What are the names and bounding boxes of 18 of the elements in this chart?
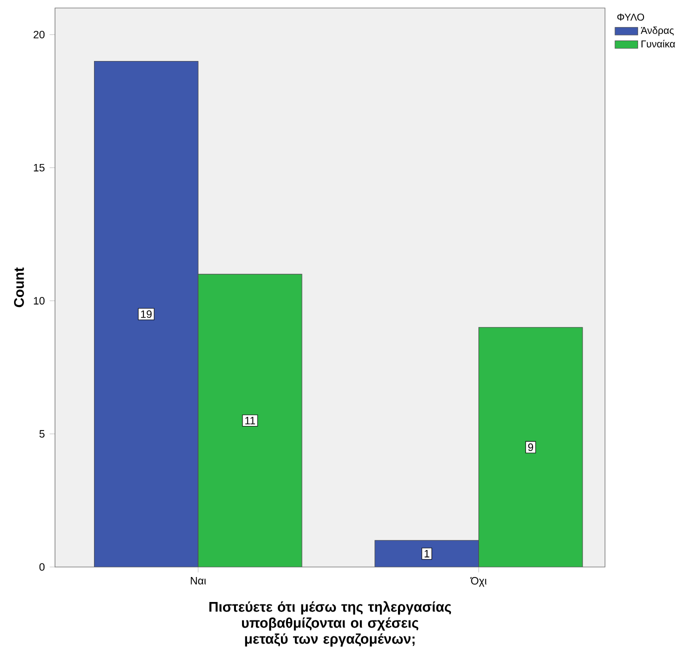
data-label: 9 bbox=[528, 443, 534, 451]
x-axis-title: Πιστεύετε ότι μέσω της τηλεργασίας υποβαθμίζονται οι σχέσεις μεταξύ των εργαζομένων; bbox=[209, 601, 452, 647]
y-tick-label: 15 bbox=[34, 164, 45, 172]
legend-label: Άνδρας bbox=[640, 26, 674, 36]
y-tick-label: 5 bbox=[39, 430, 45, 438]
data-label: 11 bbox=[245, 416, 256, 424]
legend-title: ΦΥΛΟ bbox=[617, 14, 644, 21]
data-label: 19 bbox=[141, 310, 152, 318]
y-tick-label: 20 bbox=[34, 30, 45, 38]
data-label: 1 bbox=[424, 550, 430, 558]
y-axis-title: Count bbox=[14, 267, 24, 308]
x-tick-label: Ναι bbox=[190, 577, 206, 584]
legend-label: Γυναίκα bbox=[642, 40, 676, 48]
y-tick-label: 0 bbox=[39, 563, 45, 571]
x-tick-label: Όχι bbox=[470, 577, 487, 587]
bar bbox=[478, 327, 583, 567]
y-tick-label: 10 bbox=[34, 297, 45, 305]
bar bbox=[198, 274, 302, 567]
